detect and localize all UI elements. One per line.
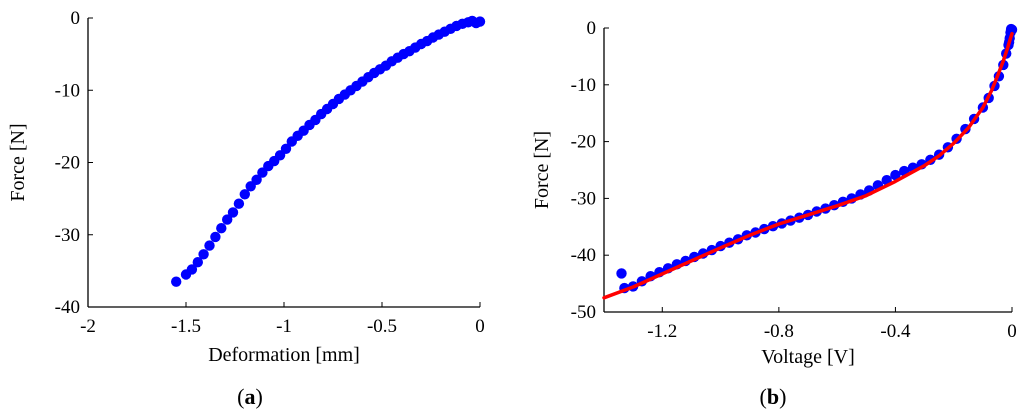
data-point [216, 223, 227, 234]
data-point [474, 16, 486, 27]
panel-label: (a) [237, 384, 263, 409]
panel-label-open: ( [760, 384, 767, 409]
panel-b-chart: 0 -10 -20 -30 -40 -50 -1.2 -0.8 -0.4 0 Voltage [V]… [531, 18, 1018, 409]
data-point [890, 169, 901, 181]
panel-label-open: ( [237, 384, 244, 409]
x-axis-label: Voltage [V] [761, 346, 855, 368]
panel-label-close: ) [256, 384, 263, 409]
data-point [186, 264, 198, 275]
data-point [222, 214, 233, 225]
data-point [171, 276, 182, 287]
x-tick-label: -2 [80, 316, 96, 337]
x-axis-label: Deformation [mm] [208, 344, 360, 366]
data-point [210, 231, 221, 243]
y-tick-label: 0 [587, 18, 597, 39]
y-tick-label: -40 [55, 297, 80, 318]
y-tick-label: -40 [571, 245, 596, 266]
panel-label: (b) [760, 384, 787, 409]
data-point [1006, 24, 1018, 35]
x-tick-label: -0.8 [764, 321, 794, 342]
y-tick-label: 0 [71, 8, 81, 29]
y-axis-label: Force [N] [7, 123, 29, 201]
data-point [280, 143, 292, 154]
data-point [239, 189, 250, 200]
x-tick-label: -0.5 [367, 316, 397, 337]
y-tick-label: -20 [55, 153, 80, 174]
fit-line [602, 31, 1014, 300]
x-tick-label: -0.4 [880, 321, 911, 342]
y-tick-label: -10 [571, 75, 596, 96]
x-tick-label: -1 [276, 316, 292, 337]
x-tick-label: 0 [1007, 321, 1017, 342]
y-tick-label: -10 [55, 80, 80, 101]
data-point [233, 198, 245, 209]
panel-a-chart: 0 -10 -20 -30 -40-2 -1.5 -1 -0.5 0 Deformation [m… [7, 8, 486, 409]
data-point [227, 207, 239, 218]
x-tick-label: -1.2 [647, 321, 677, 342]
panel-label-letter: b [767, 384, 779, 409]
x-tick-label: -1.5 [171, 316, 201, 337]
y-tick-label: -20 [571, 132, 596, 153]
data-point [192, 257, 203, 268]
panel-label-letter: a [245, 384, 256, 409]
data-point [204, 240, 215, 251]
y-tick-label: -30 [571, 188, 596, 209]
data-point [198, 249, 209, 260]
data-point [616, 268, 627, 279]
x-tick-label: 0 [475, 316, 485, 337]
y-tick-label: -30 [55, 225, 80, 246]
panel-label-close: ) [779, 384, 786, 409]
data-point [251, 174, 262, 185]
y-axis-label: Force [N] [531, 131, 553, 209]
y-tick-label: -50 [571, 302, 596, 323]
